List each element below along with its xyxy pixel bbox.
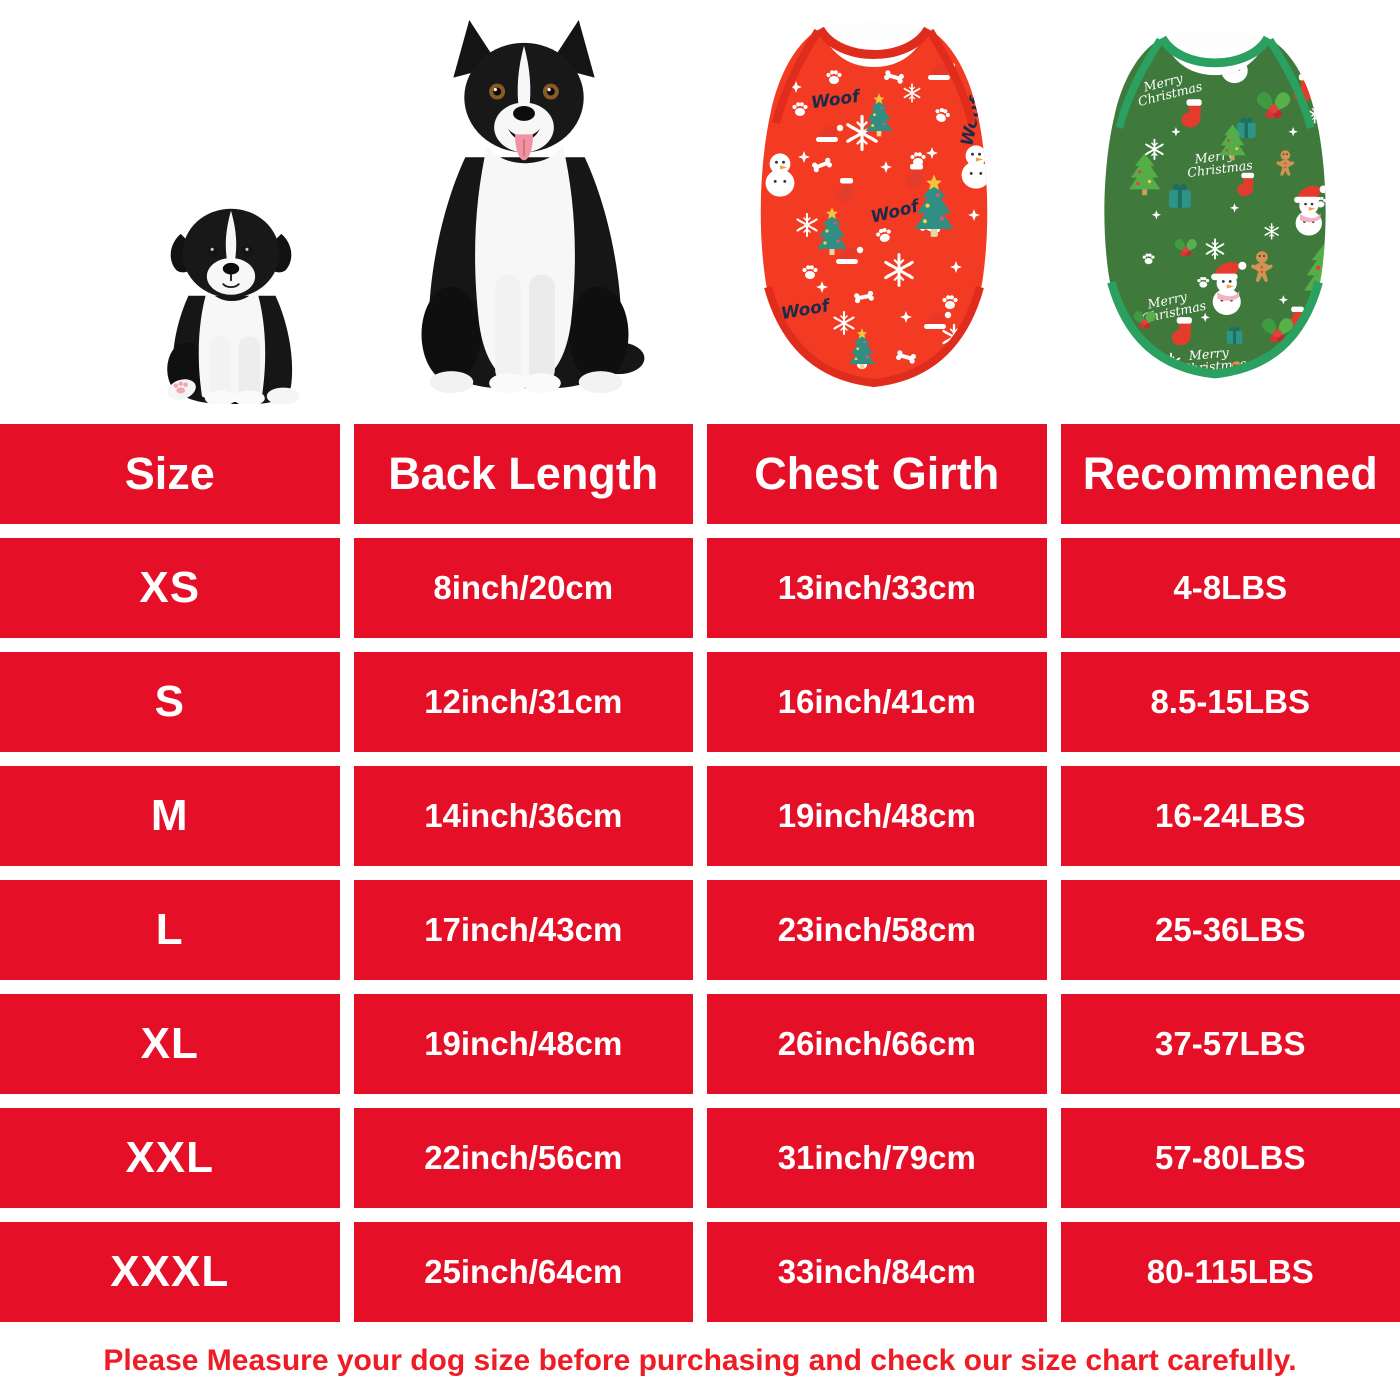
cell-xl-chest-girth: 26inch/66cm	[707, 994, 1047, 1094]
shirt-armhole-trim	[926, 28, 976, 125]
cell-xl-back-length: 19inch/48cm	[353, 994, 693, 1094]
adult-dog-photo	[398, 8, 650, 406]
puppy-photo	[152, 172, 310, 404]
cell-m-recommened: 16-24LBS	[1060, 766, 1400, 866]
cell-xxl-chest-girth: 31inch/79cm	[707, 1108, 1047, 1208]
cell-xl-recommened: 37-57LBS	[1060, 994, 1400, 1094]
cell-xs-recommened: 4-8LBS	[1060, 538, 1400, 638]
column-header-chest-girth: Chest Girth	[707, 424, 1047, 524]
cell-s-back-length: 12inch/31cm	[353, 652, 693, 752]
cell-xxxl-chest-girth: 33inch/84cm	[707, 1222, 1047, 1322]
red-christmas-shirt-photo	[744, 14, 1004, 396]
cell-xs-size: XS	[0, 538, 340, 638]
product-photo-strip: Woof Merry Christmas	[0, 0, 1400, 424]
cell-s-recommened: 8.5-15LBS	[1060, 652, 1400, 752]
cell-m-back-length: 14inch/36cm	[353, 766, 693, 866]
shirt-inner-back	[1162, 31, 1268, 49]
snowflake-icon	[1302, 360, 1319, 377]
cell-s-size: S	[0, 652, 340, 752]
shirt-hem-trim	[764, 285, 984, 388]
cell-xs-back-length: 8inch/20cm	[353, 538, 693, 638]
border-collie-adult-illustration	[421, 19, 645, 394]
column-header-size: Size	[0, 424, 340, 524]
cell-xxl-recommened: 57-80LBS	[1060, 1108, 1400, 1208]
shirt-armhole-trim	[1266, 37, 1315, 129]
column-header-back-length: Back Length	[353, 424, 693, 524]
green-christmas-shirt-photo	[1088, 24, 1342, 386]
border-collie-puppy-illustration	[167, 208, 300, 404]
shirt-hem-trim	[1107, 281, 1323, 379]
cell-m-chest-girth: 19inch/48cm	[707, 766, 1047, 866]
cell-xxl-size: XXL	[0, 1108, 340, 1208]
column-header-recommened: Recommened	[1060, 424, 1400, 524]
cell-xxxl-recommened: 80-115LBS	[1060, 1222, 1400, 1322]
cell-xxxl-back-length: 25inch/64cm	[353, 1222, 693, 1322]
cell-xxl-back-length: 22inch/56cm	[353, 1108, 693, 1208]
red-christmas-shirt-illustration	[760, 22, 988, 388]
cell-xl-size: XL	[0, 994, 340, 1094]
measure-warning-note: Please Measure your dog size before purc…	[103, 1344, 1297, 1377]
cell-l-back-length: 17inch/43cm	[353, 880, 693, 980]
cell-l-size: L	[0, 880, 340, 980]
shirt-inner-back	[820, 22, 928, 40]
cell-m-size: M	[0, 766, 340, 866]
shirt-armhole-trim	[1115, 37, 1164, 129]
cell-l-recommened: 25-36LBS	[1060, 880, 1400, 980]
note-bar: Please Measure your dog size before purc…	[0, 1322, 1400, 1400]
cell-s-chest-girth: 16inch/41cm	[707, 652, 1047, 752]
shirt-collar-trim	[1158, 35, 1272, 68]
shirt-armhole-trim	[772, 28, 822, 125]
shirt-collar-trim	[816, 26, 932, 59]
cell-l-chest-girth: 23inch/58cm	[707, 880, 1047, 980]
cell-xs-chest-girth: 13inch/33cm	[707, 538, 1047, 638]
size-chart-table: Size Back Length Chest Girth Recommened …	[0, 424, 1400, 1322]
shirt-body	[1104, 37, 1326, 377]
green-christmas-shirt-illustration	[1104, 31, 1326, 379]
cell-xxxl-size: XXXL	[0, 1222, 340, 1322]
